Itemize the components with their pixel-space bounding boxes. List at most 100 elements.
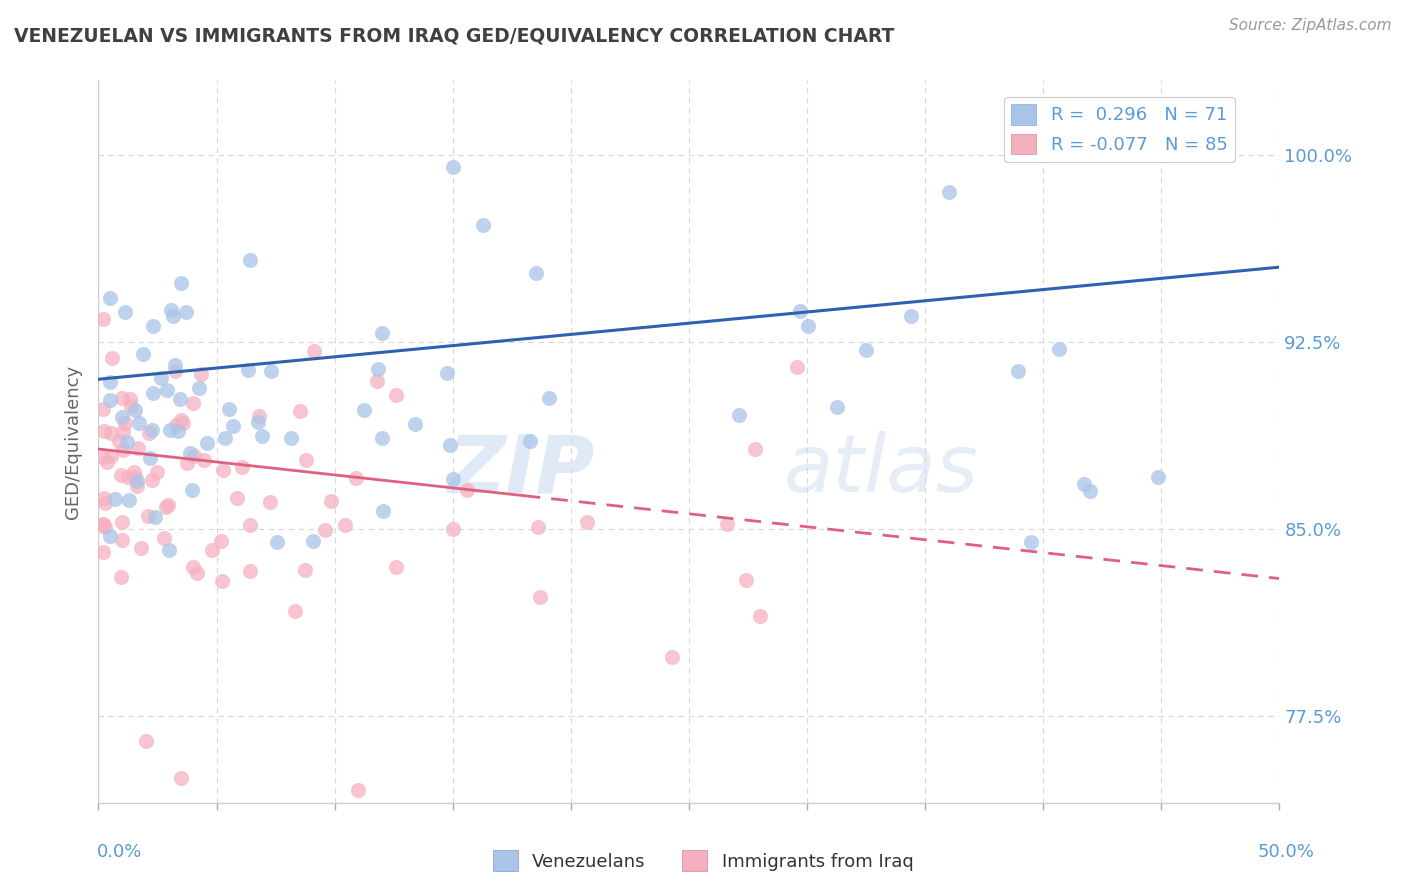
Point — [169, 277, 191, 291]
Point — [98, 393, 121, 408]
Point — [371, 326, 394, 341]
Point — [117, 470, 139, 484]
Point — [385, 388, 408, 402]
Point — [110, 468, 132, 483]
Point — [187, 381, 209, 395]
Point — [153, 532, 176, 546]
Point — [524, 267, 547, 281]
Point — [283, 604, 305, 618]
Point — [98, 375, 121, 389]
Point — [91, 545, 114, 559]
Point — [211, 574, 233, 588]
Point — [146, 465, 169, 479]
Point — [900, 310, 922, 324]
Point — [124, 469, 146, 483]
Point — [93, 425, 115, 439]
Point — [165, 364, 187, 378]
Point — [1146, 470, 1168, 484]
Point — [122, 465, 145, 479]
Y-axis label: GED/Equivalency: GED/Equivalency — [65, 365, 83, 518]
Point — [1047, 342, 1070, 356]
Point — [404, 417, 426, 431]
Point — [266, 535, 288, 549]
Point — [247, 409, 270, 423]
Point — [162, 310, 184, 324]
Point — [288, 404, 311, 418]
Point — [371, 504, 394, 518]
Point — [1073, 477, 1095, 491]
Point — [159, 423, 181, 437]
Point — [744, 442, 766, 457]
Point — [114, 304, 136, 318]
Point — [193, 453, 215, 467]
Point — [259, 495, 281, 509]
Point — [181, 395, 204, 409]
Point — [159, 542, 181, 557]
Point — [716, 516, 738, 531]
Point — [91, 311, 114, 326]
Point — [110, 391, 132, 405]
Point — [280, 431, 302, 445]
Point — [169, 392, 191, 406]
Point — [142, 386, 165, 401]
Point — [1007, 364, 1029, 378]
Text: ZIP: ZIP — [447, 432, 595, 509]
Point — [120, 392, 142, 407]
Point — [218, 402, 240, 417]
Point — [439, 438, 461, 452]
Point — [131, 541, 153, 556]
Point — [825, 401, 848, 415]
Point — [111, 533, 134, 547]
Text: VENEZUELAN VS IMMIGRANTS FROM IRAQ GED/EQUIVALENCY CORRELATION CHART: VENEZUELAN VS IMMIGRANTS FROM IRAQ GED/E… — [14, 27, 894, 45]
Point — [111, 425, 134, 439]
Point — [127, 442, 149, 456]
Point — [156, 498, 179, 512]
Point — [855, 343, 877, 357]
Point — [226, 491, 249, 505]
Point — [344, 471, 367, 485]
Point — [172, 416, 194, 430]
Point — [471, 219, 494, 233]
Point — [120, 400, 142, 414]
Point — [150, 371, 173, 385]
Legend: Venezuelans, Immigrants from Iraq: Venezuelans, Immigrants from Iraq — [485, 843, 921, 879]
Point — [661, 650, 683, 665]
Point — [190, 367, 212, 381]
Point — [124, 402, 146, 417]
Point — [115, 435, 138, 450]
Point — [110, 570, 132, 584]
Point — [169, 413, 191, 427]
Point — [135, 733, 157, 747]
Point — [347, 783, 370, 797]
Point — [107, 434, 129, 448]
Point — [98, 291, 121, 305]
Point — [938, 186, 960, 200]
Point — [128, 416, 150, 430]
Point — [576, 516, 599, 530]
Point — [155, 500, 177, 514]
Point — [181, 560, 204, 574]
Point — [111, 410, 134, 425]
Point — [179, 446, 201, 460]
Point — [138, 426, 160, 441]
Point — [96, 454, 118, 468]
Point — [314, 523, 336, 537]
Point — [366, 374, 388, 388]
Point — [385, 560, 408, 574]
Point — [239, 517, 262, 532]
Point — [252, 429, 274, 443]
Point — [104, 491, 127, 506]
Point — [132, 347, 155, 361]
Point — [239, 252, 262, 267]
Point — [100, 449, 122, 463]
Point — [529, 591, 551, 605]
Point — [165, 418, 187, 433]
Point — [93, 520, 115, 534]
Point — [294, 563, 316, 577]
Point — [728, 408, 751, 422]
Point — [118, 492, 141, 507]
Point — [294, 452, 316, 467]
Point — [748, 609, 770, 624]
Point — [114, 416, 136, 430]
Point — [527, 519, 550, 533]
